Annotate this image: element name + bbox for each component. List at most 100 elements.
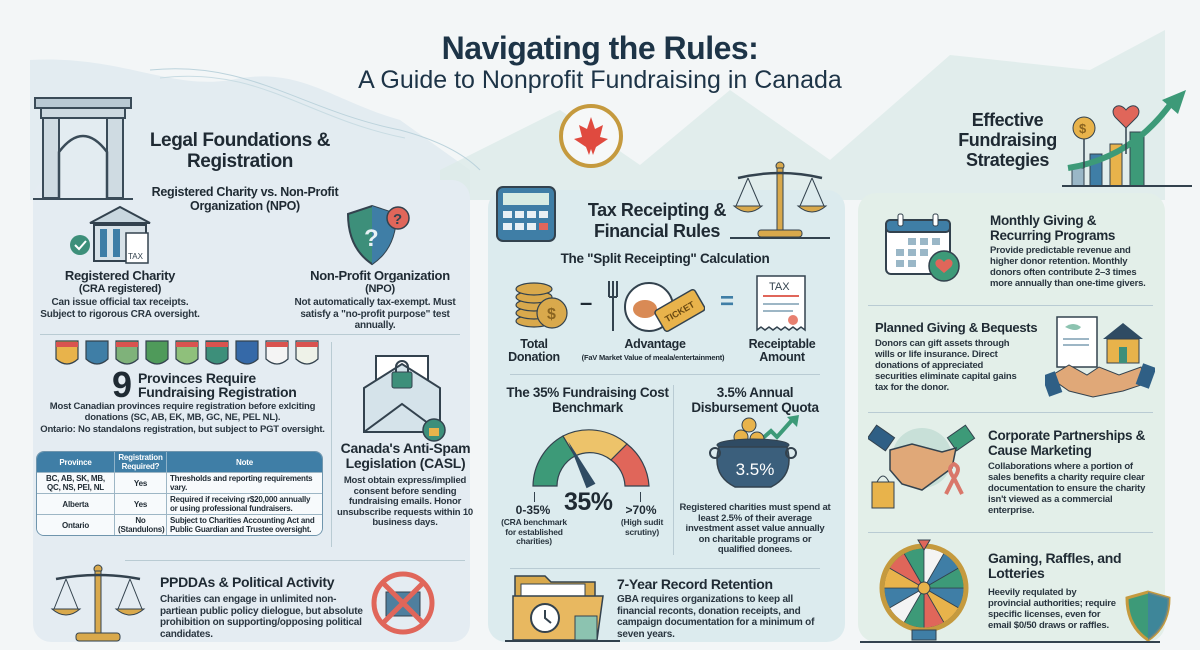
table-cell: Subject to Charities Accounting Act and … <box>167 514 322 535</box>
strategy-title: Corporate Partnerships & Cause Marketing <box>988 428 1146 458</box>
column-header: Note <box>167 452 322 472</box>
cost-gauge <box>532 429 650 489</box>
strategies-heading: Effective Fundraising Strategies <box>958 110 1057 170</box>
benchmark-high-note: (High sudit scrutiny) <box>620 517 664 537</box>
gauge-red-segment <box>610 443 650 487</box>
casl-text: Most obtain express/implied consent befo… <box>336 475 473 528</box>
table-cell: Yes <box>115 472 167 493</box>
quota-title: 3.5% Annual Disbursement Quota <box>691 385 819 415</box>
npo-subtitle: (NPO) <box>365 283 395 295</box>
benchmark-value: 35% <box>564 488 613 516</box>
table-cell: BC, AB, SK, MB, QC, NS, PEI, NL <box>37 472 115 493</box>
table-cell: Ontario <box>37 514 115 535</box>
provinces-count: 9 <box>112 364 133 405</box>
page-subtitle: A Guide to Nonprofit Fundraising in Cana… <box>358 66 842 94</box>
tax-receipt-icon: TAX <box>756 275 806 332</box>
political-text: Charities can engage in unlimited non-pa… <box>160 594 363 640</box>
province-table: Province Registration Required? Note BC,… <box>36 451 323 536</box>
svg-text:$: $ <box>1079 121 1087 136</box>
charity-building-icon: TAX <box>70 205 151 264</box>
npo-shield-icon: ? ? <box>346 204 410 266</box>
table-cell: Alberta <box>37 493 115 514</box>
svg-text:$: $ <box>547 306 556 323</box>
divider <box>510 374 820 375</box>
strategy-text: Collaborations where a portion of sales … <box>988 461 1146 516</box>
receiptable-amount-label: Receiptable Amount <box>748 337 816 364</box>
divider <box>868 532 1153 533</box>
growth-chart-icon: $ <box>1062 90 1192 187</box>
minus-sign: – <box>580 290 593 315</box>
benchmark-high-label: >70% <box>625 503 657 517</box>
envelope-lock-icon <box>363 355 446 442</box>
baseline <box>860 641 1160 643</box>
casl-title: Canada's Anti-Spam Legislation (CASL) <box>340 440 471 471</box>
handshake-ribbon-icon <box>868 424 976 509</box>
divider <box>510 568 820 569</box>
provinces-text: Most Canadian provinces require registra… <box>49 401 316 423</box>
divider <box>40 334 460 335</box>
strategy-text: Heevily requlated by provincial authorit… <box>988 587 1116 631</box>
strategy-title: Planned Giving & Bequests <box>875 320 1038 335</box>
advantage-label: Advantage <box>624 337 686 351</box>
column-header: Province <box>37 452 115 472</box>
divider <box>868 305 1153 306</box>
equals-sign: = <box>720 288 735 315</box>
gauge-needle <box>568 441 596 489</box>
prize-wheel-icon <box>879 539 969 641</box>
table-cell: Required if receiving r$20,000 annually … <box>167 493 322 514</box>
strategy-title: Gaming, Raffles, and Lotteries <box>988 550 1122 581</box>
records-text: GBA requires organizations to keep all f… <box>617 594 815 640</box>
strategy-text: Donors can gift assets through wills or … <box>875 338 1017 393</box>
quota-text: Registered charities must spend at least… <box>679 502 831 555</box>
tax-panel <box>488 190 845 642</box>
table-row: BC, AB, SK, MB, QC, NS, PEI, NL Yes Thre… <box>37 472 322 493</box>
compass-maple-leaf-icon <box>559 104 623 168</box>
political-title: PPDDAs & Political Activity <box>160 574 335 590</box>
will-house-handshake-icon <box>1045 316 1155 398</box>
tax-label: TAX <box>128 252 144 261</box>
calculator-icon <box>496 186 556 242</box>
charity-title: Registered Charity <box>64 268 176 283</box>
divider <box>331 342 332 547</box>
benchmark-title: The 35% Fundraising Cost Benchmark <box>506 385 669 415</box>
charity-vs-npo-title: Registered Charity vs. Non-Profit Organi… <box>151 185 339 213</box>
legal-heading: Legal Foundations & Registration <box>149 130 331 172</box>
prohibited-icon <box>371 571 435 635</box>
table-row: Ontario No (Standulons) Subject to Chari… <box>37 514 322 535</box>
table-row: Alberta Yes Required if receiving r$20,0… <box>37 493 322 514</box>
tax-heading: Tax Receipting & Financial Rules <box>587 200 727 241</box>
meal-ticket-icon: TICKET <box>608 281 705 333</box>
shield-icon <box>1125 590 1171 642</box>
province-flags-icons <box>55 340 319 365</box>
svg-text:?: ? <box>364 225 379 252</box>
table-cell: No (Standulons) <box>115 514 167 535</box>
strategy-title: Monthly Giving & Recurring Programs <box>990 213 1116 243</box>
table-cell: Thresholds and reporting requirements va… <box>167 472 322 493</box>
ontario-note: Ontario: No standalons registration, but… <box>40 424 325 435</box>
advantage-note: (FaV Market Value of meala/entertainment… <box>581 353 725 362</box>
receipt-tax-label: TAX <box>769 281 790 293</box>
charity-text: Can issue official tax receipts. Subject… <box>40 297 200 320</box>
strategy-text: Provide predictable revenue and higher d… <box>990 245 1146 289</box>
arch-icon <box>33 97 133 200</box>
divider <box>125 560 465 561</box>
divider <box>868 412 1153 413</box>
coins-icon: $ <box>515 282 568 329</box>
table-cell: Yes <box>115 493 167 514</box>
records-title: 7-Year Record Retention <box>617 576 773 592</box>
tick <box>640 492 641 502</box>
coin-pot-icon <box>709 415 799 488</box>
page-title: Navigating the Rules: <box>441 30 759 66</box>
justice-scales-icon <box>50 564 146 642</box>
provinces-title: Provinces Require Fundraising Registrati… <box>138 370 297 400</box>
split-receipting-title: The "Split Receipting" Calculation <box>560 251 770 266</box>
justice-scales-icon <box>730 161 830 239</box>
quota-value: 3.5% <box>735 460 775 479</box>
folder-clock-icon <box>505 575 620 642</box>
tick <box>534 492 535 502</box>
table-header-row: Province Registration Required? Note <box>37 452 322 472</box>
total-donation-label: Total Donation <box>508 337 560 364</box>
calendar-heart-icon <box>885 213 960 282</box>
benchmark-low-note: (CRA benchmark for established charities… <box>501 517 567 546</box>
